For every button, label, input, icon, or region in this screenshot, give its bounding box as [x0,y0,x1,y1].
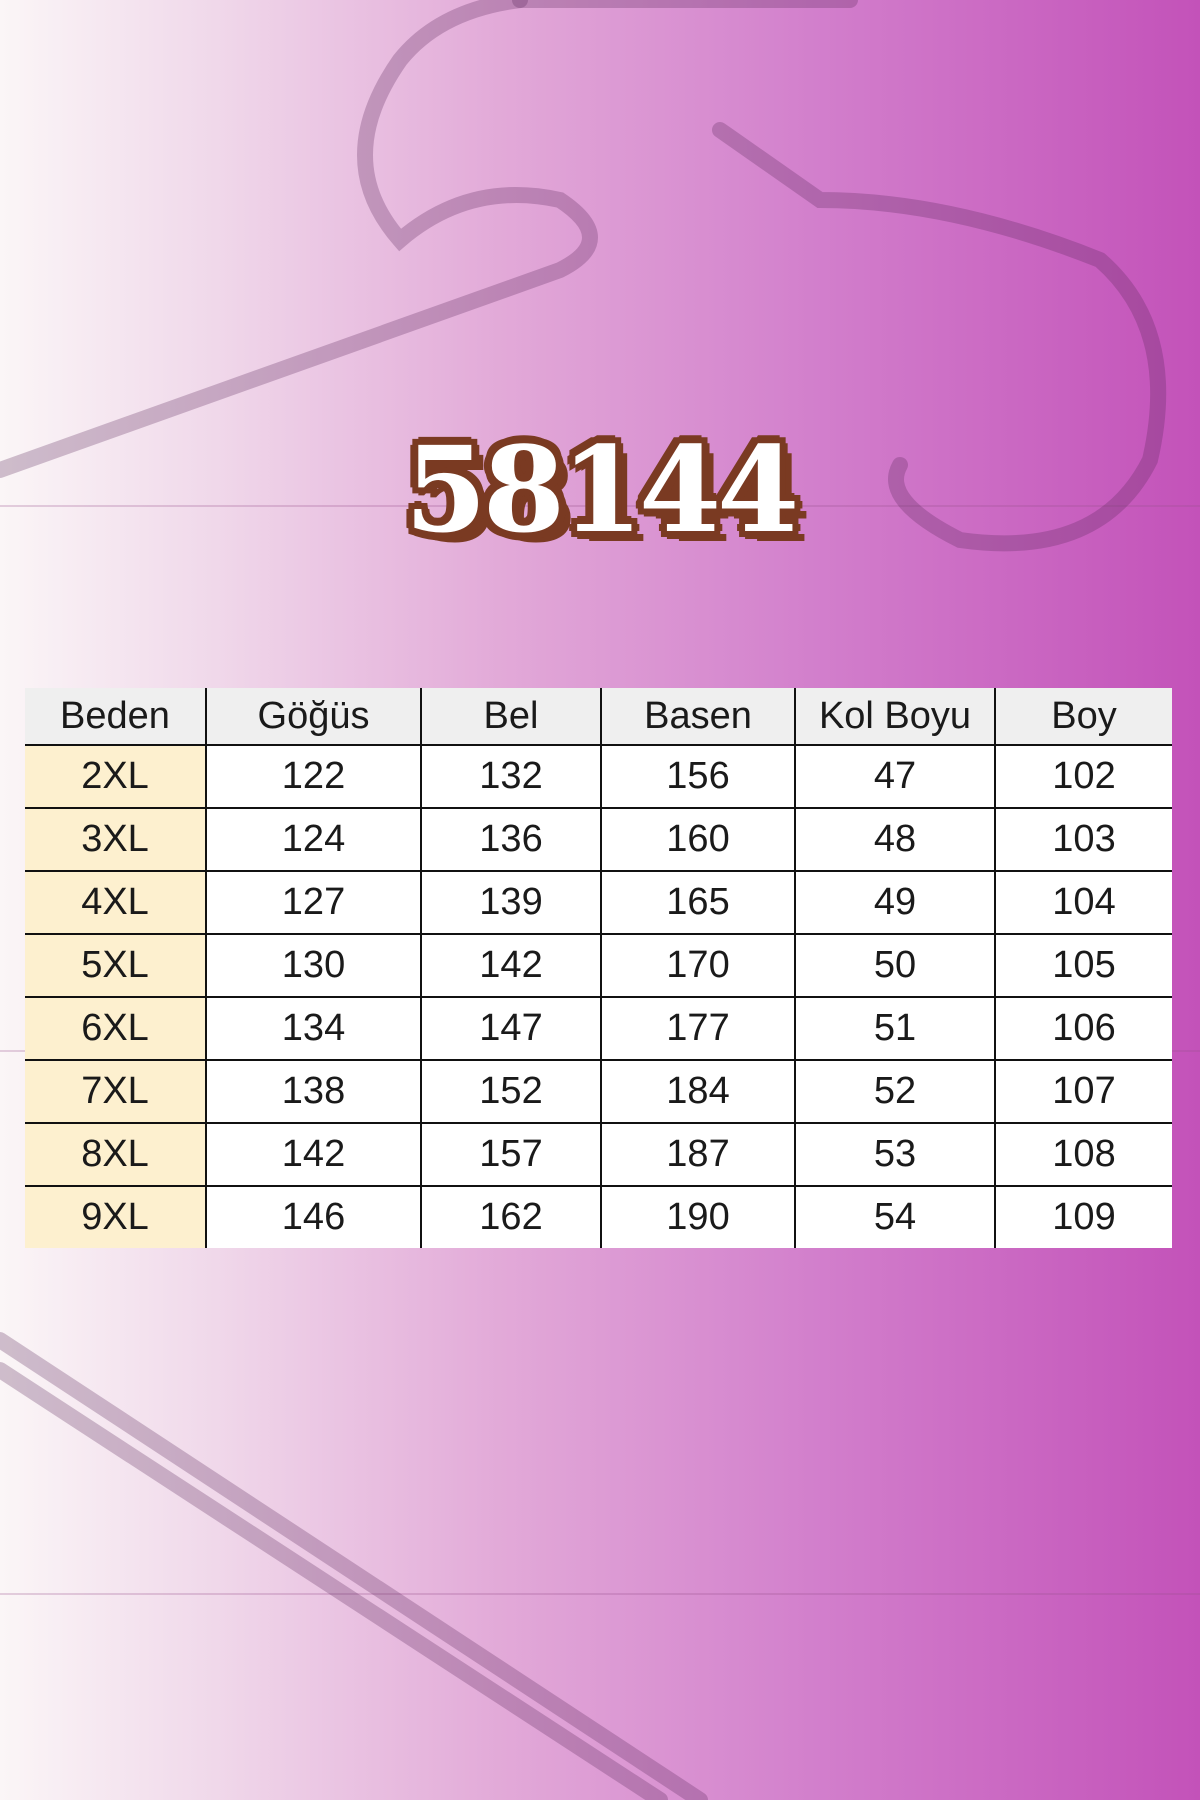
table-row: 4XL 127 139 165 49 104 [25,870,1172,935]
cell-size: 9XL [25,1185,207,1248]
cell-basen: 170 [600,933,796,998]
cell-basen: 160 [600,807,796,872]
cell-gogus: 130 [205,933,422,998]
cell-bel: 147 [420,996,602,1061]
cell-basen: 184 [600,1059,796,1124]
cell-kol-boyu: 50 [794,933,996,998]
cell-basen: 156 [600,744,796,809]
cell-size: 5XL [25,933,207,998]
cell-boy: 103 [994,807,1172,872]
cell-basen: 187 [600,1122,796,1187]
product-code-title: 58144 [404,420,800,559]
cell-bel: 162 [420,1185,602,1248]
table-row: 8XL 142 157 187 53 108 [25,1122,1172,1187]
cell-bel: 139 [420,870,602,935]
table-header-row: Beden Göğüs Bel Basen Kol Boyu Boy [25,688,1172,746]
cell-bel: 132 [420,744,602,809]
cell-bel: 152 [420,1059,602,1124]
wood-plank-line [0,1593,1200,1595]
cell-basen: 190 [600,1185,796,1248]
cell-size: 6XL [25,996,207,1061]
header-beden: Beden [25,688,207,746]
table-row: 3XL 124 136 160 48 103 [25,807,1172,872]
header-gogus: Göğüs [205,688,422,746]
header-bel: Bel [420,688,602,746]
cell-kol-boyu: 51 [794,996,996,1061]
header-basen: Basen [600,688,796,746]
cell-gogus: 134 [205,996,422,1061]
table-row: 2XL 122 132 156 47 102 [25,744,1172,809]
cell-kol-boyu: 47 [794,744,996,809]
cell-boy: 104 [994,870,1172,935]
cell-basen: 165 [600,870,796,935]
wood-plank-line [0,505,1200,507]
cell-kol-boyu: 54 [794,1185,996,1248]
cell-gogus: 124 [205,807,422,872]
header-boy: Boy [994,688,1172,746]
cell-gogus: 127 [205,870,422,935]
cell-boy: 107 [994,1059,1172,1124]
cell-kol-boyu: 53 [794,1122,996,1187]
cell-gogus: 138 [205,1059,422,1124]
cell-size: 3XL [25,807,207,872]
cell-bel: 136 [420,807,602,872]
cell-size: 2XL [25,744,207,809]
cell-boy: 109 [994,1185,1172,1248]
table-row: 7XL 138 152 184 52 107 [25,1059,1172,1124]
header-kol-boyu: Kol Boyu [794,688,996,746]
cell-kol-boyu: 49 [794,870,996,935]
cell-basen: 177 [600,996,796,1061]
cell-boy: 105 [994,933,1172,998]
cell-boy: 102 [994,744,1172,809]
cell-size: 8XL [25,1122,207,1187]
cell-bel: 142 [420,933,602,998]
cell-gogus: 142 [205,1122,422,1187]
cell-gogus: 146 [205,1185,422,1248]
cell-kol-boyu: 52 [794,1059,996,1124]
cell-bel: 157 [420,1122,602,1187]
table-row: 6XL 134 147 177 51 106 [25,996,1172,1061]
cell-boy: 106 [994,996,1172,1061]
size-chart-table: Beden Göğüs Bel Basen Kol Boyu Boy 2XL 12… [25,688,1172,1248]
cell-kol-boyu: 48 [794,807,996,872]
cell-size: 7XL [25,1059,207,1124]
table-row: 5XL 130 142 170 50 105 [25,933,1172,998]
cell-boy: 108 [994,1122,1172,1187]
table-row: 9XL 146 162 190 54 109 [25,1185,1172,1248]
cell-size: 4XL [25,870,207,935]
cell-gogus: 122 [205,744,422,809]
